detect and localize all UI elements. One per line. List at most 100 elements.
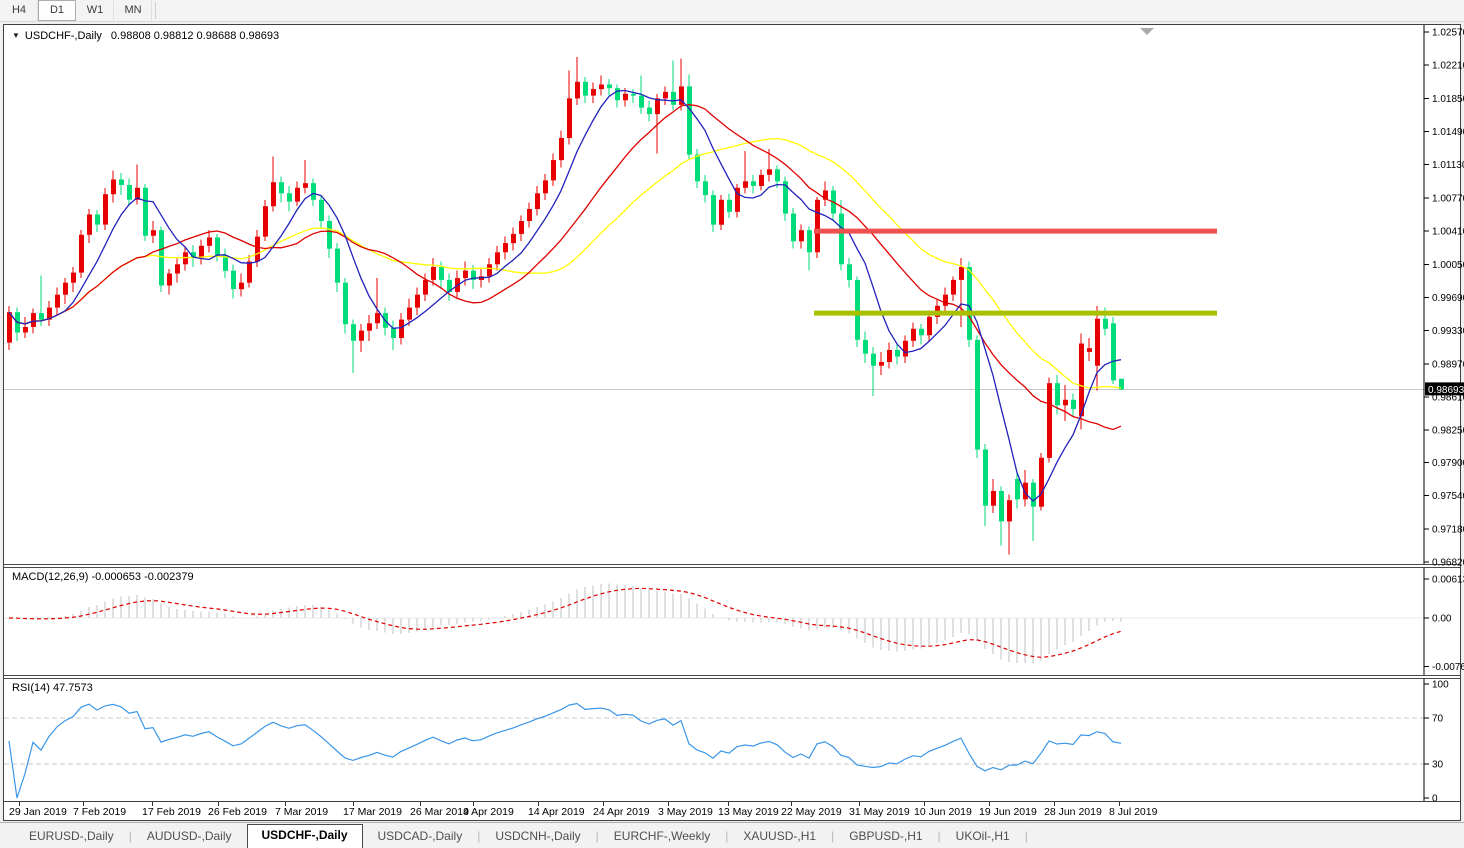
- timeframe-toolbar: H4 D1 W1 MN: [0, 0, 1464, 22]
- date-label: 7 Mar 2019: [275, 806, 329, 818]
- rsi-pane[interactable]: 100 70 30 0 RSI(14) 47.7573: [4, 679, 1460, 805]
- timeframe-button-d1[interactable]: D1: [38, 0, 76, 21]
- svg-text:0.00: 0.00: [1432, 614, 1452, 625]
- tab-usdchf-daily[interactable]: USDCHF-,Daily: [246, 824, 363, 848]
- svg-text:0.98693: 0.98693: [1428, 385, 1464, 396]
- timeframe-button-w1[interactable]: W1: [76, 0, 114, 21]
- macd-title: MACD(12,26,9) -0.000653 -0.002379: [12, 571, 194, 583]
- pane-separator-macd[interactable]: [4, 564, 1460, 568]
- tab-usdcad-daily[interactable]: USDCAD-,Daily: [377, 829, 463, 843]
- date-tick: [989, 802, 990, 806]
- timeframe-buttons: H4 D1 W1 MN: [0, 0, 152, 21]
- date-label: 19 Jun 2019: [979, 806, 1037, 818]
- date-label: 7 Feb 2019: [73, 806, 127, 818]
- date-tick: [83, 802, 84, 806]
- timeframe-button-h4[interactable]: H4: [0, 0, 38, 21]
- chart-tab-bar: EURUSD-,Daily | AUDUSD-,Daily USDCHF-,Daily…: [0, 822, 1464, 848]
- chart-bottom-frame: [4, 801, 1460, 802]
- tab-separator: |: [595, 829, 599, 843]
- rsi-value: 47.7573: [52, 682, 93, 694]
- date-tick: [152, 802, 153, 806]
- date-label: 24 Apr 2019: [593, 806, 650, 818]
- svg-text:-0.007612: -0.007612: [1432, 662, 1464, 673]
- chart-menu-triangle-icon[interactable]: ▼: [12, 31, 20, 40]
- main-chart-pane[interactable]: 1.02570 1.02210 1.01850 1.01490 1.01130 1.007…: [4, 25, 1464, 569]
- date-tick: [538, 802, 539, 806]
- svg-text:100: 100: [1432, 680, 1449, 691]
- tab-ukoil-h1[interactable]: UKOil-,H1: [955, 829, 1010, 843]
- tab-eurusd-daily[interactable]: EURUSD-,Daily: [29, 829, 114, 843]
- macd-label: MACD(12,26,9): [12, 571, 89, 583]
- macd-pane[interactable]: 0.00613 0.00 -0.007612 MACD(12,26,9) -0.00…: [4, 568, 1464, 675]
- chart-title: ▼ USDCHF-,Daily 0.98808 0.98812 0.98688 0.…: [12, 30, 279, 42]
- svg-text:1.02570: 1.02570: [1432, 28, 1464, 39]
- date-tick: [1119, 802, 1120, 806]
- pane-separator-rsi[interactable]: [4, 675, 1460, 679]
- svg-text:1.02210: 1.02210: [1432, 61, 1464, 72]
- svg-text:1.01850: 1.01850: [1432, 94, 1464, 105]
- date-label: 14 Apr 2019: [528, 806, 585, 818]
- date-axis: 29 Jan 2019 7 Feb 2019 17 Feb 2019 26 Feb 2…: [4, 802, 1460, 819]
- date-label: 22 May 2019: [781, 806, 842, 818]
- date-label: 31 May 2019: [849, 806, 910, 818]
- tab-gbpusd-h1[interactable]: GBPUSD-,H1: [849, 829, 923, 843]
- rsi-label: RSI(14): [12, 682, 50, 694]
- date-tick: [218, 802, 219, 806]
- toolbar-divider: [155, 2, 156, 19]
- date-tick: [19, 802, 20, 806]
- svg-text:1.00410: 1.00410: [1432, 227, 1464, 238]
- symbol-timeframe-label: USDCHF-,Daily: [24, 30, 102, 42]
- date-label: 17 Mar 2019: [343, 806, 402, 818]
- date-label: 13 May 2019: [718, 806, 779, 818]
- date-label: 26 Mar 2019: [410, 806, 469, 818]
- svg-text:70: 70: [1432, 714, 1444, 725]
- tab-separator: |: [937, 829, 941, 843]
- date-tick: [728, 802, 729, 806]
- date-tick: [924, 802, 925, 806]
- macd-values: -0.000653 -0.002379: [91, 571, 194, 583]
- candlestick-chart[interactable]: 1.02570 1.02210 1.01850 1.01490 1.01130 1.007…: [4, 25, 1464, 569]
- macd-chart[interactable]: 0.00613 0.00 -0.007612: [4, 568, 1464, 675]
- timeframe-button-mn[interactable]: MN: [114, 0, 152, 21]
- date-tick: [1054, 802, 1055, 806]
- svg-text:1.01490: 1.01490: [1432, 127, 1464, 138]
- date-label: 17 Feb 2019: [142, 806, 201, 818]
- date-label: 26 Feb 2019: [208, 806, 267, 818]
- date-tick: [603, 802, 604, 806]
- tab-xauusd-h1[interactable]: XAUUSD-,H1: [743, 829, 817, 843]
- svg-text:0.00613: 0.00613: [1432, 575, 1464, 586]
- tab-separator: |: [725, 829, 729, 843]
- date-label: 29 Jan 2019: [9, 806, 67, 818]
- tab-audusd-daily[interactable]: AUDUSD-,Daily: [146, 829, 232, 843]
- chart-shift-marker-icon: [1140, 28, 1154, 35]
- ohlc-values: 0.98808 0.98812 0.98688 0.98693: [110, 30, 280, 42]
- date-tick: [473, 802, 474, 806]
- chart-window: 1.02570 1.02210 1.01850 1.01490 1.01130 1.007…: [3, 24, 1464, 821]
- date-label: 8 Jul 2019: [1109, 806, 1158, 818]
- svg-text:30: 30: [1432, 759, 1444, 770]
- date-tick: [420, 802, 421, 806]
- date-label: 10 Jun 2019: [914, 806, 972, 818]
- rsi-chart[interactable]: 100 70 30 0: [4, 679, 1460, 805]
- date-label: 28 Jun 2019: [1044, 806, 1102, 818]
- date-tick: [285, 802, 286, 806]
- date-tick: [859, 802, 860, 806]
- date-label: 3 May 2019: [658, 806, 713, 818]
- tab-usdcnh-daily[interactable]: USDCNH-,Daily: [495, 829, 581, 843]
- tab-eurchf-weekly[interactable]: EURCHF-,Weekly: [613, 829, 711, 843]
- tab-separator: |: [1024, 829, 1028, 843]
- date-tick: [791, 802, 792, 806]
- svg-text:1.01130: 1.01130: [1432, 160, 1464, 171]
- tab-separator: |: [477, 829, 481, 843]
